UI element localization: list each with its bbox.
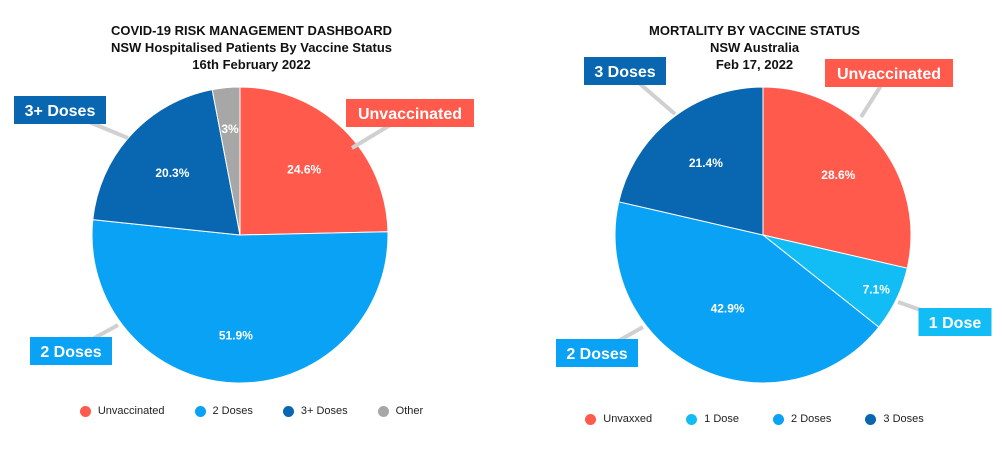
callout-box-2-doses [556,339,638,367]
legend-item-2-doses: 2 Doses [773,413,831,425]
value-label-3-doses: 21.4% [689,156,723,170]
legend-label-other: Other [395,405,424,417]
hospitalised-pie-chart: Unvaccinated 2 Doses 3+ Doses 24.6% 51.9% 20.… [14,86,474,384]
hospitalised-chart-date: 16th February 2022 [192,57,311,72]
legend-label-3plus-doses: 3+ Doses [300,405,348,417]
callout-box-3-doses [584,57,666,85]
mortality-chart-legend: Unvaxxed 1 Dose 2 Doses 3 Doses [503,413,1006,425]
legend-swatch-unvaxxed [585,413,597,425]
legend-label-2-doses: 2 Doses [212,405,253,417]
value-label-1-dose: 7.1% [863,283,891,297]
callout-label-3-doses: 3 Doses [594,64,655,81]
mortality-chart-titles: MORTALITY BY VACCINE STATUS NSW Australi… [503,22,1006,73]
mortality-chart-panel: MORTALITY BY VACCINE STATUS NSW Australi… [503,0,1006,454]
legend-swatch-other [377,405,389,417]
mortality-chart-subtitle: NSW Australia [709,40,800,55]
legend-item-unvaccinated: Unvaccinated [79,405,165,417]
callout-label-unvaccinated: Unvaccinated [358,106,462,123]
value-label-3plus-doses: 20.3% [155,166,189,180]
callout-2-doses: 2 Doses [30,337,112,365]
hospitalised-chart-titles: COVID-19 RISK MANAGEMENT DASHBOARD NSW H… [0,22,503,73]
legend-swatch-unvaccinated [79,405,91,417]
callout-label-2-doses: 2 Doses [566,346,627,363]
pie-slice-unvaxxed [762,86,912,269]
callout-box-unvaxxed [825,59,953,87]
pie-slice-3-doses [618,86,764,236]
callout-1-dose: 1 Dose [918,308,992,336]
callout-label-unvaxxed: Unvaccinated [837,66,941,83]
legend-item-3-doses: 3 Doses [865,413,924,425]
legend-label-3-doses: 3 Doses [883,413,924,425]
callout-3plus-doses: 3+ Doses [14,96,106,124]
legend-item-1-dose: 1 Dose [686,413,739,425]
value-label-unvaccinated: 24.6% [287,162,321,176]
callout-box-3plus-doses [14,96,106,124]
legend-item-unvaxxed: Unvaxxed [585,413,652,425]
callout-unvaccinated: Unvaccinated [346,99,474,127]
hospitalised-chart-title: COVID-19 RISK MANAGEMENT DASHBOARD [111,23,392,38]
callout-unvaxxed: Unvaccinated [825,59,953,87]
legend-swatch-2-doses [194,405,206,417]
hospitalised-chart-panel: COVID-19 RISK MANAGEMENT DASHBOARD NSW H… [0,22,503,417]
mortality-slices [614,86,912,384]
legend-item-3plus-doses: 3+ Doses [282,405,348,417]
legend-swatch-3plus-doses [282,405,294,417]
pie-slice-other [211,86,241,236]
hospitalised-value-labels: 24.6% 51.9% 20.3% 3% [155,122,321,343]
hospitalised-chart-subtitle: NSW Hospitalised Patients By Vaccine Sta… [110,40,393,55]
value-label-other: 3% [221,122,239,136]
callout-box-unvaccinated [346,99,474,127]
pie-slice-3plus-doses [92,89,241,236]
callout-label-3plus-doses: 3+ Doses [25,103,96,120]
callout-2-doses: 2 Doses [556,339,638,367]
legend-swatch-2-doses [773,413,785,425]
value-label-unvaxxed: 28.6% [821,168,855,182]
callout-box-2-doses [30,337,112,365]
legend-swatch-3-doses [865,413,877,425]
hospitalised-slices [91,86,389,384]
legend-item-other: Other [377,405,424,417]
legend-label-2-doses: 2 Doses [791,413,832,425]
legend-item-2-doses: 2 Doses [194,405,253,417]
mortality-chart-date: Feb 17, 2022 [715,57,794,72]
mortality-pie-chart: Unvaccinated 1 Dose 2 Doses 3 Doses 28.6% 7.1… [556,57,992,384]
legend-label-unvaccinated: Unvaccinated [97,405,165,417]
pie-slice-unvaccinated [239,86,389,236]
value-label-2-doses: 42.9% [711,301,745,315]
hospitalised-chart-legend: Unvaccinated 2 Doses 3+ Doses Other [0,405,503,417]
callout-3-doses: 3 Doses [584,57,666,85]
value-label-2-doses: 51.9% [219,329,253,343]
pie-slice-2-doses [91,219,389,384]
callout-box-1-dose [918,308,992,336]
legend-label-1-dose: 1 Dose [704,413,740,425]
callout-label-1-dose: 1 Dose [929,315,982,332]
pie-slice-2-doses [614,201,880,384]
callout-label-2-doses: 2 Doses [40,344,101,361]
mortality-value-labels: 28.6% 7.1% 42.9% 21.4% [689,156,890,315]
mortality-chart-title: MORTALITY BY VACCINE STATUS [649,23,860,38]
legend-label-unvaxxed: Unvaxxed [603,413,653,425]
legend-swatch-1-dose [686,413,698,425]
